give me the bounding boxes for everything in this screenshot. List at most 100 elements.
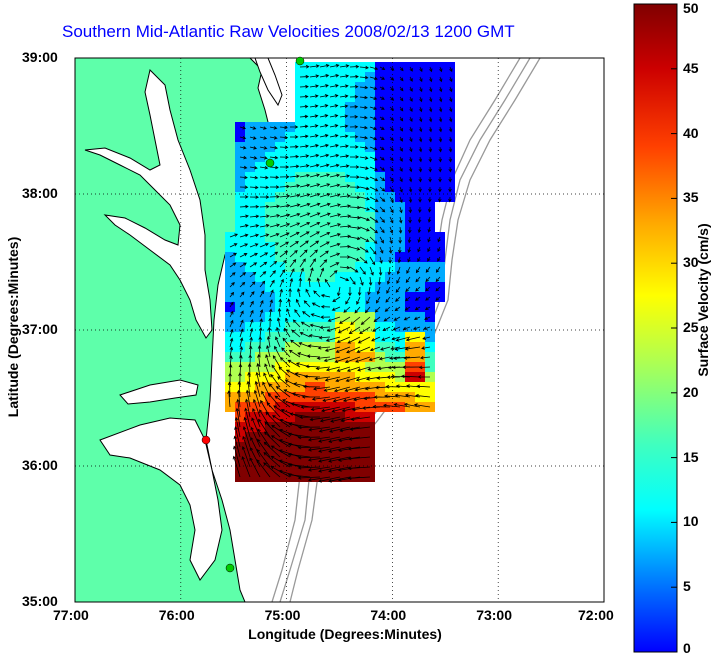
velocity-arrow <box>427 206 432 213</box>
velocity-arrow <box>359 186 370 191</box>
velocity-arrow <box>407 236 412 244</box>
velocity-arrow <box>234 416 241 438</box>
velocity-arrow <box>265 354 271 368</box>
velocity-arrow <box>309 323 321 328</box>
velocity-arrow <box>246 380 251 398</box>
velocity-arrow <box>298 342 311 348</box>
velocity-arrow <box>320 315 331 319</box>
velocity-arrow <box>337 326 351 334</box>
velocity-arrow <box>300 405 321 409</box>
velocity-arrow <box>328 456 351 463</box>
velocity-arrow <box>319 183 331 188</box>
velocity-arrow <box>227 381 232 398</box>
velocity-arrow <box>339 214 352 218</box>
velocity-arrow <box>252 407 261 428</box>
velocity-arrow <box>435 266 441 273</box>
colorbar-tick-label: 5 <box>683 578 691 595</box>
velocity-arrow <box>403 316 411 321</box>
velocity-arrow <box>289 240 299 248</box>
velocity-arrow <box>359 196 370 201</box>
velocity-arrow <box>309 249 318 258</box>
velocity-arrow <box>379 236 384 244</box>
velocity-arrow <box>249 243 259 248</box>
velocity-arrow <box>369 186 379 192</box>
velocity-arrow <box>319 74 330 78</box>
velocity-arrow <box>359 115 368 120</box>
velocity-arrow <box>259 175 269 180</box>
velocity-arrow <box>348 286 352 297</box>
velocity-arrow <box>239 175 248 180</box>
velocity-arrow <box>289 277 294 288</box>
velocity-arrow <box>389 116 395 121</box>
velocity-arrow <box>324 376 341 382</box>
velocity-arrow <box>269 145 278 150</box>
velocity-arrow <box>296 287 301 298</box>
velocity-arrow <box>317 346 331 350</box>
velocity-arrow <box>349 266 359 273</box>
velocity-arrow <box>425 276 431 283</box>
velocity-arrow <box>322 396 341 403</box>
velocity-arrow <box>269 165 279 170</box>
velocity-arrow <box>403 402 421 408</box>
velocity-arrow <box>279 125 288 130</box>
velocity-arrow <box>396 276 401 284</box>
velocity-arrow <box>399 106 404 112</box>
colorbar-label: Surface Velocity (cm/s) <box>695 223 711 377</box>
velocity-arrow <box>329 426 351 433</box>
velocity-arrow <box>318 446 341 453</box>
plot-frame <box>74 57 605 603</box>
velocity-arrow <box>439 76 443 83</box>
velocity-arrow <box>303 300 311 308</box>
velocity-arrow <box>369 256 376 266</box>
velocity-arrow <box>393 316 401 321</box>
velocity-arrow <box>428 106 433 113</box>
velocity-arrow <box>362 406 381 410</box>
velocity-arrow <box>437 236 441 243</box>
velocity-arrow <box>428 186 432 193</box>
velocity-arrow <box>318 426 341 433</box>
velocity-arrow <box>258 336 262 348</box>
velocity-arrow <box>287 432 311 438</box>
velocity-arrow <box>233 445 241 468</box>
velocity-arrow <box>438 126 443 133</box>
velocity-arrow <box>299 222 311 228</box>
velocity-arrow <box>329 173 341 178</box>
velocity-arrow <box>305 364 321 369</box>
velocity-arrow <box>408 206 413 214</box>
velocity-arrow <box>249 146 258 150</box>
velocity-arrow <box>376 286 381 295</box>
velocity-arrow <box>249 252 258 258</box>
velocity-arrow <box>409 126 413 133</box>
velocity-arrow <box>309 267 314 278</box>
velocity-arrow <box>239 281 246 288</box>
velocity-arrow <box>229 346 234 358</box>
velocity-arrow <box>287 452 311 458</box>
velocity-arrow <box>329 262 340 268</box>
velocity-arrow <box>349 165 360 169</box>
velocity-arrow <box>309 94 319 98</box>
velocity-arrow <box>399 96 404 102</box>
velocity-arrow <box>239 319 244 328</box>
colorbar <box>633 3 678 653</box>
velocity-arrow <box>408 216 412 224</box>
velocity-arrow <box>309 153 320 158</box>
colorbar-tick-label: 25 <box>683 319 699 335</box>
velocity-arrow <box>415 276 421 283</box>
velocity-arrow <box>379 186 386 192</box>
velocity-arrow <box>247 371 251 388</box>
velocity-arrow <box>349 84 359 89</box>
velocity-arrow <box>416 384 431 389</box>
velocity-arrow <box>319 259 328 268</box>
velocity-arrow <box>421 346 431 350</box>
velocity-arrow <box>308 333 321 338</box>
velocity-arrow <box>388 246 393 254</box>
velocity-arrow <box>448 136 453 143</box>
velocity-arrow <box>428 116 433 123</box>
velocity-arrow <box>342 396 361 403</box>
velocity-arrow <box>297 455 321 460</box>
velocity-arrow <box>318 335 331 340</box>
velocity-arrow <box>328 466 351 473</box>
velocity-arrow <box>339 174 351 178</box>
velocity-arrow <box>239 346 244 358</box>
velocity-arrow <box>239 337 244 348</box>
